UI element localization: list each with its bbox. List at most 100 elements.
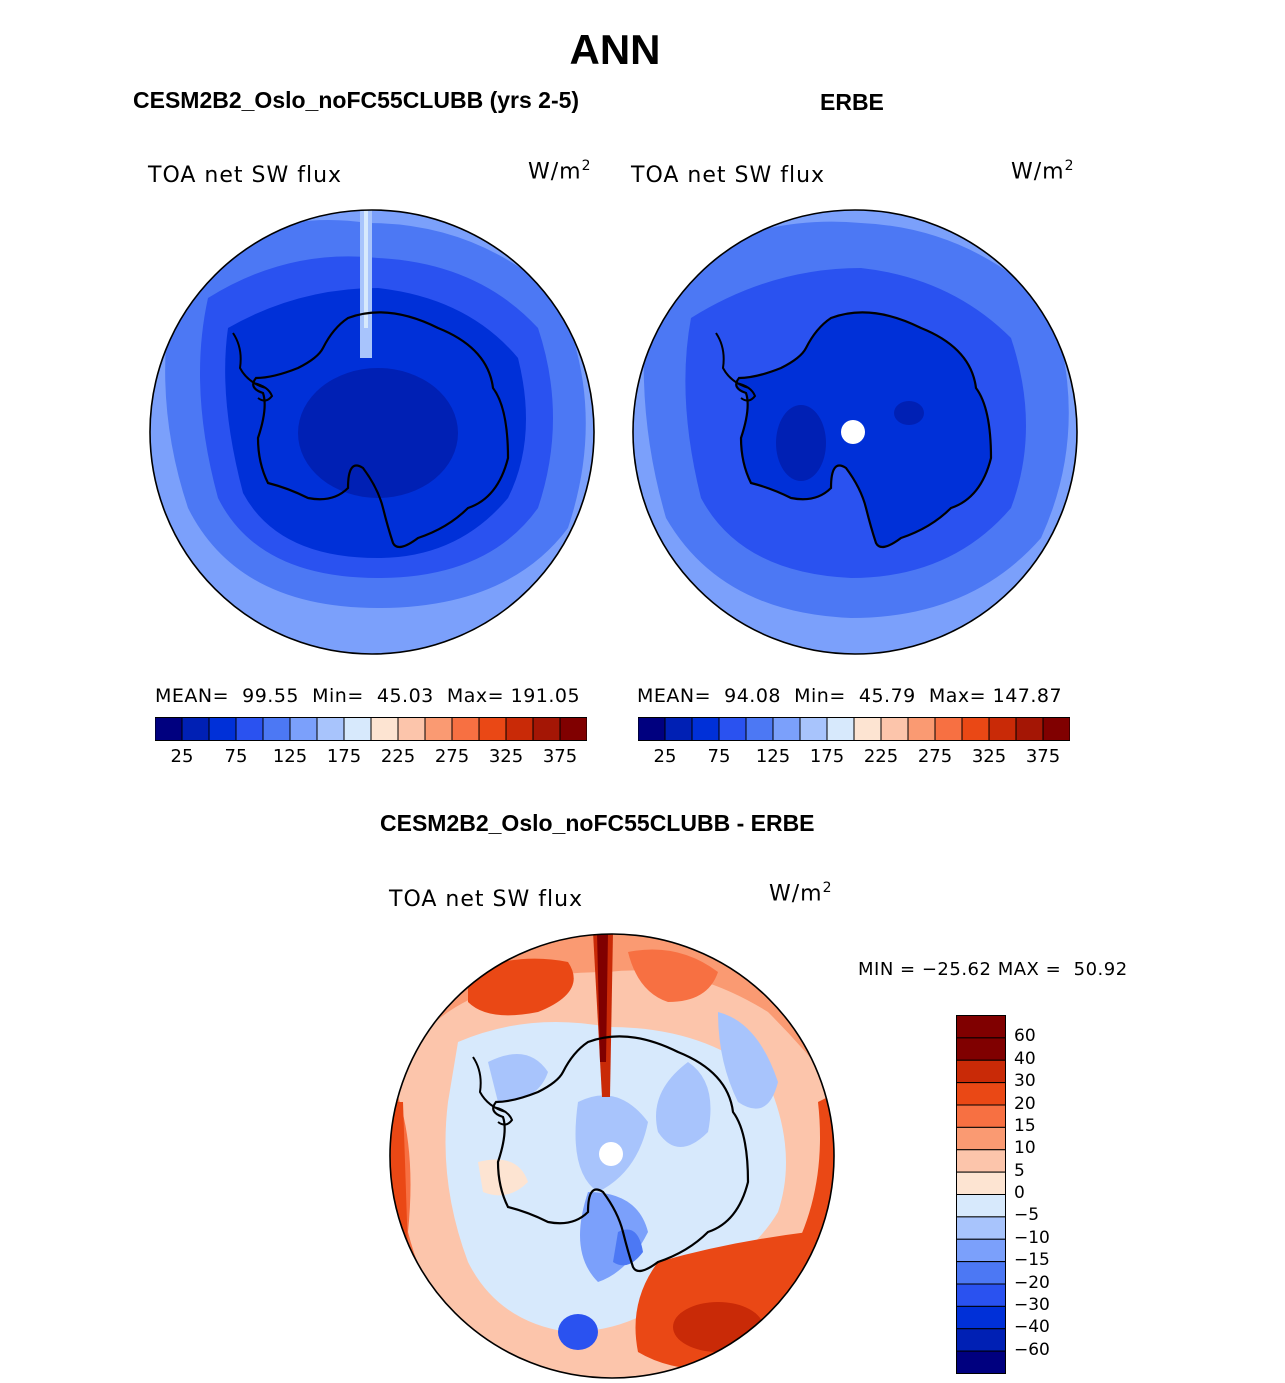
colorbar-tick-label: 10 [1014, 1138, 1036, 1159]
colorbar-swatch [956, 1126, 1006, 1151]
colorbar-swatch [880, 717, 909, 741]
colorbar-swatch [988, 717, 1017, 741]
colorbar-swatch [799, 717, 828, 741]
colorbar-swatch [370, 717, 399, 741]
colorbar-tick-label: 25 [170, 746, 194, 767]
colorbar-swatch [451, 717, 480, 741]
panel2-stats: MEAN= 94.08 Min= 45.79 Max= 147.87 [637, 685, 1063, 707]
colorbar-swatch [956, 1104, 1006, 1128]
colorbar-swatch [532, 717, 561, 741]
panel2-title: ERBE [820, 89, 884, 115]
colorbar-swatch [956, 1171, 1006, 1195]
colorbar-tick-label: 325 [971, 746, 1007, 767]
colorbar-swatch [956, 1216, 1006, 1240]
diff-polar-map [389, 933, 835, 1379]
colorbar-tick-label: −30 [1014, 1294, 1050, 1315]
diff-variable-label: TOA net SW flux [389, 887, 584, 912]
colorbar-swatch [745, 717, 774, 741]
panel1-colorbar-ticks: 25 75 125 175 225 275 325 375 [155, 746, 587, 770]
colorbar-swatch [956, 1015, 1006, 1039]
colorbar-swatch [505, 717, 534, 741]
colorbar-tick-label: 275 [434, 746, 470, 767]
colorbar-tick-label: 15 [1014, 1115, 1036, 1136]
colorbar-tick-label: −60 [1014, 1339, 1050, 1360]
colorbar-swatch [961, 717, 990, 741]
colorbar-swatch [956, 1328, 1006, 1352]
colorbar-swatch [397, 717, 426, 741]
colorbar-tick-label: 375 [542, 746, 578, 767]
colorbar-swatch [262, 717, 291, 741]
colorbar-swatch [956, 1261, 1006, 1285]
colorbar-swatch [956, 1194, 1006, 1218]
diff-colorbar [956, 1015, 1006, 1374]
colorbar-swatch [853, 717, 882, 741]
panel2-colorbar [638, 717, 1070, 741]
colorbar-swatch [155, 717, 183, 741]
colorbar-swatch [1042, 717, 1070, 741]
colorbar-swatch [316, 717, 345, 741]
colorbar-swatch [424, 717, 453, 741]
colorbar-tick-label: −15 [1014, 1250, 1050, 1271]
colorbar-tick-label: 275 [917, 746, 953, 767]
panel2-units: W/m2 [1011, 158, 1075, 185]
panel2-polar-map [632, 209, 1078, 655]
colorbar-tick-label: 225 [863, 746, 899, 767]
colorbar-tick-label: 5 [1014, 1160, 1025, 1181]
colorbar-swatch [956, 1350, 1006, 1374]
colorbar-swatch [181, 717, 210, 741]
panel2-variable-label: TOA net SW flux [631, 163, 826, 188]
colorbar-swatch [343, 717, 372, 741]
colorbar-swatch [235, 717, 264, 741]
colorbar-tick-label: 75 [707, 746, 731, 767]
colorbar-tick-label: −10 [1014, 1227, 1050, 1248]
panel1-variable-label: TOA net SW flux [148, 163, 343, 188]
colorbar-swatch [638, 717, 666, 741]
colorbar-swatch [691, 717, 720, 741]
colorbar-tick-label: 75 [224, 746, 248, 767]
colorbar-tick-label: 175 [809, 746, 845, 767]
colorbar-swatch [956, 1305, 1006, 1330]
panel1-colorbar [155, 717, 587, 741]
diff-stats: MIN = −25.62 MAX = 50.92 [858, 959, 1128, 980]
diff-colorbar-ticks: 60 40 30 20 15 10 5 0 −5 −10 −15 −20 −30 −40 −60 [1014, 1015, 1074, 1375]
colorbar-swatch [772, 717, 801, 741]
figure-title: ANN [569, 26, 661, 73]
colorbar-tick-label: 60 [1014, 1026, 1036, 1047]
colorbar-swatch [1015, 717, 1044, 741]
colorbar-tick-label: 125 [272, 746, 308, 767]
colorbar-swatch [934, 717, 963, 741]
colorbar-swatch [956, 1149, 1006, 1173]
diff-units: W/m2 [769, 880, 833, 907]
colorbar-tick-label: 0 [1014, 1183, 1025, 1203]
panel2-colorbar-ticks: 25 75 125 175 225 275 325 375 [638, 746, 1070, 770]
panel1-title: CESM2B2_Oslo_noFC55CLUBB (yrs 2-5) [133, 87, 580, 113]
colorbar-tick-label: 25 [653, 746, 677, 767]
colorbar-tick-label: 175 [326, 746, 362, 767]
colorbar-tick-label: 125 [755, 746, 791, 767]
colorbar-tick-label: 30 [1014, 1071, 1036, 1092]
colorbar-swatch [956, 1059, 1006, 1084]
colorbar-swatch [289, 717, 318, 741]
colorbar-swatch [478, 717, 507, 741]
colorbar-swatch [664, 717, 693, 741]
colorbar-swatch [956, 1082, 1006, 1106]
colorbar-swatch [826, 717, 855, 741]
colorbar-swatch [208, 717, 237, 741]
colorbar-tick-label: −40 [1014, 1317, 1050, 1338]
colorbar-swatch [907, 717, 936, 741]
colorbar-swatch [718, 717, 747, 741]
colorbar-tick-label: 225 [380, 746, 416, 767]
colorbar-swatch [559, 717, 587, 741]
colorbar-tick-label: 375 [1025, 746, 1061, 767]
diff-title: CESM2B2_Oslo_noFC55CLUBB - ERBE [380, 810, 815, 836]
colorbar-swatch [956, 1238, 1006, 1263]
panel1-stats: MEAN= 99.55 Min= 45.03 Max= 191.05 [155, 685, 581, 707]
colorbar-tick-label: 20 [1014, 1093, 1036, 1114]
colorbar-tick-label: −5 [1014, 1205, 1040, 1226]
panel1-polar-map [149, 209, 595, 655]
colorbar-swatch [956, 1283, 1006, 1307]
colorbar-swatch [956, 1037, 1006, 1061]
colorbar-tick-label: −20 [1014, 1272, 1050, 1293]
panel1-units: W/m2 [528, 158, 592, 185]
colorbar-tick-label: 325 [488, 746, 524, 767]
